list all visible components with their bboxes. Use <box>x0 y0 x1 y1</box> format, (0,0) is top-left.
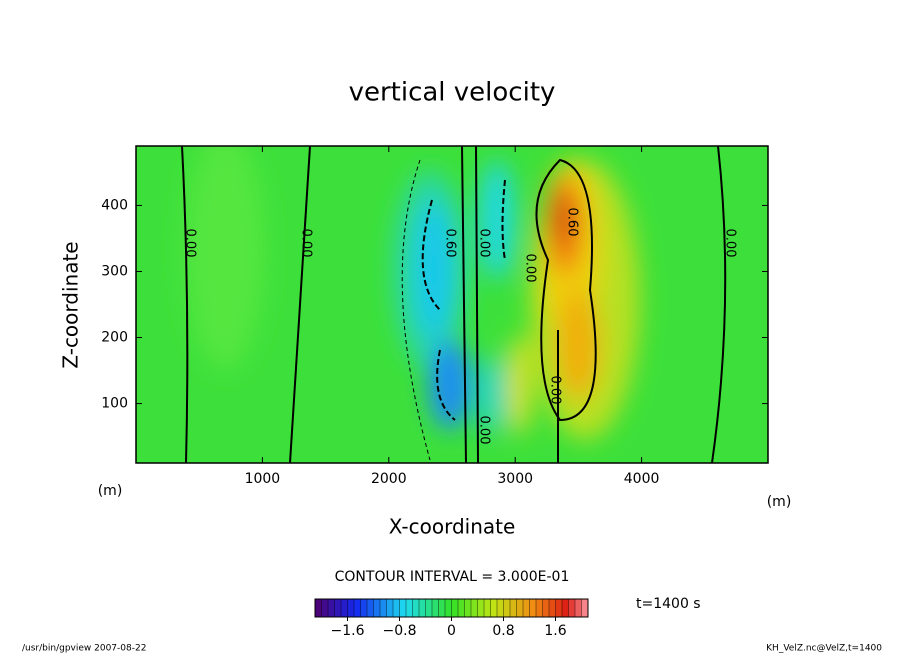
contour-label: 0.00 <box>548 376 563 405</box>
field <box>136 146 768 463</box>
colorbar-cell <box>354 599 361 617</box>
x-tick-label: 3000 <box>497 471 533 487</box>
colorbar-cell <box>471 599 478 617</box>
colorbar-cell <box>458 599 465 617</box>
colorbar-cell <box>321 599 329 617</box>
footer-right: KH_VelZ.nc@VelZ,t=1400 <box>766 644 882 654</box>
colorbar-cell <box>334 599 342 617</box>
colorbar-cell <box>581 599 589 617</box>
footer-left: /usr/bin/gpview 2007-08-22 <box>22 644 146 654</box>
colorbar-cell <box>341 599 348 617</box>
colorbar-cell <box>380 599 387 617</box>
plot-frame <box>135 145 769 464</box>
colorbar-tick-label: 0.8 <box>492 623 514 639</box>
x-tick-label: 2000 <box>371 471 407 487</box>
contour-label: 0.00 <box>477 416 492 445</box>
colorbar-cell <box>523 599 530 617</box>
colorbar-cell <box>432 599 439 617</box>
contour-interval: CONTOUR INTERVAL = 3.000E-01 <box>335 569 570 585</box>
y-tick-label: 400 <box>101 197 128 213</box>
contour-label: 0.60 <box>565 208 580 237</box>
colorbar-cell <box>464 599 472 617</box>
colorbar-cell <box>399 599 407 617</box>
colorbar-cell <box>315 599 322 617</box>
x-tick-label: 4000 <box>624 471 660 487</box>
colorbar-cell <box>477 599 485 617</box>
contour-label: 0.00 <box>183 229 198 258</box>
contour-label: 0.60 <box>443 229 458 258</box>
colorbar-cell <box>412 599 420 617</box>
contour-label: 0.00 <box>723 229 738 258</box>
colorbar-cell <box>562 599 569 617</box>
contour-label: 0.00 <box>523 254 538 283</box>
colorbar-cell <box>393 599 400 617</box>
colorbar-cell <box>529 599 537 617</box>
colorbar-cell <box>516 599 524 617</box>
contour-label: 0.00 <box>477 229 492 258</box>
x-tick-label: 1000 <box>245 471 281 487</box>
y-axis-label: Z-coordinate <box>59 241 83 368</box>
colorbar-cell <box>484 599 491 617</box>
colorbar-tick-label: −1.6 <box>331 623 365 639</box>
time-label: t=1400 s <box>636 596 701 612</box>
colorbar-tick-label: 1.6 <box>544 623 566 639</box>
colorbar-cell <box>503 599 511 617</box>
x-unit: (m) <box>767 494 792 510</box>
colorbar-cell <box>490 599 498 617</box>
colorbar-cell <box>425 599 433 617</box>
colorbar-cell <box>451 599 459 617</box>
colorbar-cell <box>445 599 452 617</box>
colorbar-cell <box>536 599 543 617</box>
colorbar-cell <box>542 599 550 617</box>
colorbar-cell <box>406 599 413 617</box>
colorbar-cell <box>549 599 556 617</box>
x-axis-label: X-coordinate <box>389 515 516 539</box>
colorbar-cell <box>419 599 426 617</box>
colorbar-cell <box>373 599 381 617</box>
colorbar-cell <box>568 599 576 617</box>
colorbar-cell <box>555 599 563 617</box>
contour-label: 0.00 <box>299 229 314 258</box>
chart-title: vertical velocity <box>349 78 556 108</box>
y-unit: (m) <box>98 483 123 499</box>
y-tick-label: 100 <box>101 396 128 412</box>
colorbar-cell <box>328 599 335 617</box>
colorbar-cell <box>367 599 374 617</box>
y-tick-label: 200 <box>101 330 128 346</box>
y-tick-label: 300 <box>101 263 128 279</box>
colorbar-cell <box>575 599 582 617</box>
colorbar-cell <box>347 599 355 617</box>
colorbar-cell <box>386 599 394 617</box>
colorbar-cell <box>360 599 368 617</box>
colorbar-tick-label: −0.8 <box>383 623 417 639</box>
colorbar-cell <box>497 599 504 617</box>
colorbar-cell <box>510 599 517 617</box>
colorbar-tick-label: 0 <box>447 623 456 639</box>
colorbar-cell <box>438 599 446 617</box>
